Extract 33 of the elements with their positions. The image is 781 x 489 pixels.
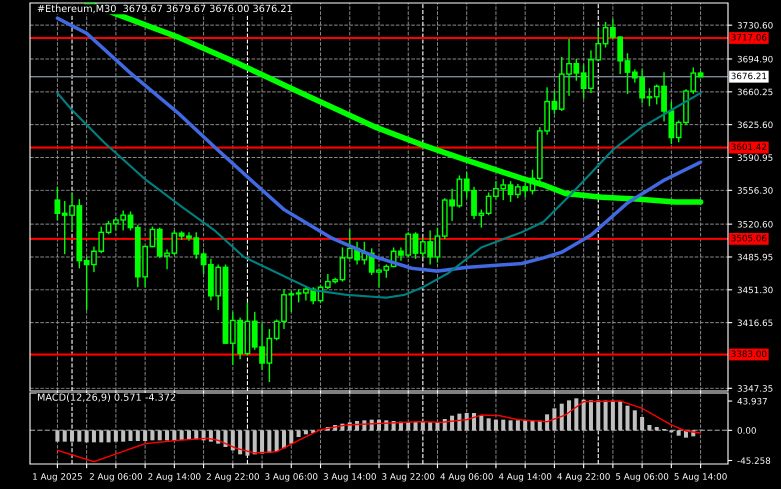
y-tick-label: 43.937 [737,398,767,404]
y-tick-label: 3556.30 [738,187,773,194]
x-tick-label: 5 Aug 06:00 [616,473,668,482]
y-tick-label: -45.258 [737,457,770,464]
ref-line-label: 3505.06 [731,234,766,242]
x-tick-label: 4 Aug 22:00 [557,473,610,482]
x-tick-label: 2 Aug 22:00 [206,473,259,482]
x-tick-label: 3 Aug 22:00 [382,473,434,482]
y-tick-label: 3660.25 [738,88,772,96]
x-tick-label: 5 Aug 14:00 [674,473,727,482]
y-tick-label: 3416.65 [738,319,772,326]
x-tick-label: 2 Aug 14:00 [148,473,200,482]
y-tick-label: 3590.95 [738,154,772,161]
x-tick-label: 4 Aug 14:00 [498,473,552,482]
y-tick-label: 3451.30 [738,286,773,294]
ref-line-label: 3601.42 [731,143,766,150]
y-tick-label: 0.00 [738,427,756,434]
y-tick-label: 3694.90 [738,56,773,62]
ref-line-label: 3676.21 [731,72,766,80]
y-tick-label: 3625.60 [738,121,773,128]
chart-title: MACD(12,26,9) 0.571 -4.372 [38,393,176,402]
y-tick-label: 3347.35 [738,385,772,392]
x-tick-label: 3 Aug 14:00 [324,473,376,482]
x-tick-label: 1 Aug 2025 [33,473,82,482]
y-tick-label: 3730.60 [738,22,773,29]
x-tick-label: 3 Aug 06:00 [265,473,318,482]
x-tick-label: 4 Aug 06:00 [440,473,493,482]
y-tick-label: 3520.60 [738,220,773,228]
ref-line-label: 3717.06 [731,34,766,41]
y-tick-label: 3485.95 [738,254,772,260]
ref-line-label: 3383.00 [731,350,766,358]
chart-title: #Ethereum,M30 3679.67 3679.67 3676.00 3676.21 [38,4,292,14]
x-tick-label: 2 Aug 06:00 [90,473,142,482]
